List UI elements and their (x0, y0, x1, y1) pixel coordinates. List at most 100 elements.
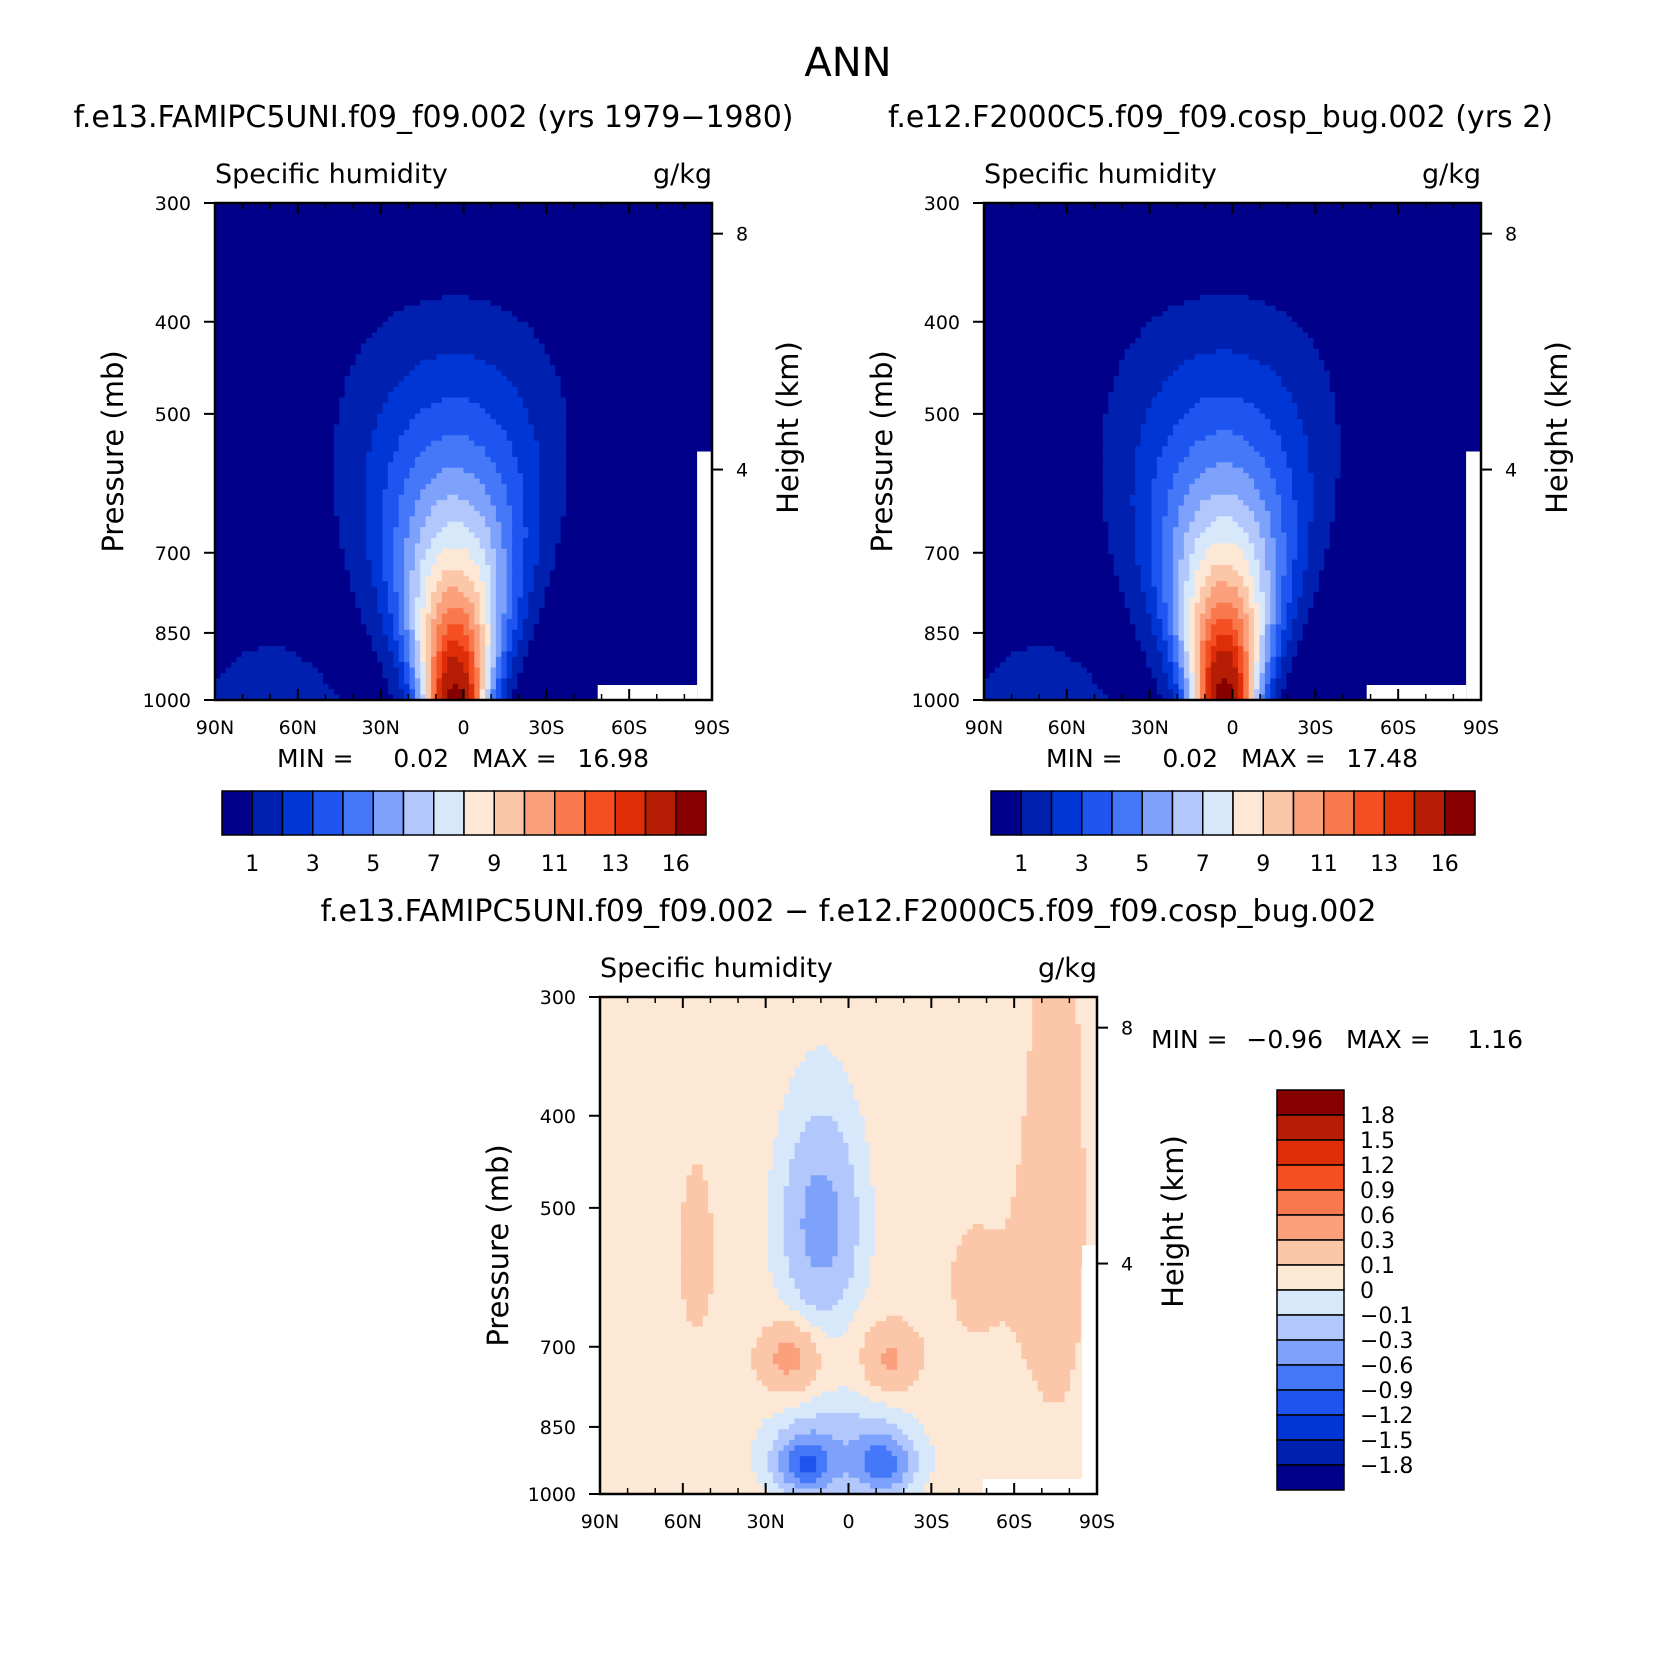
y-tick-label: 700 (540, 1337, 576, 1359)
min-max-readout: MIN = 0.02 MAX = 17.48 (1046, 744, 1418, 773)
colorbar-swatch (1173, 791, 1203, 835)
colorbar-swatch (1052, 791, 1082, 835)
colorbar-label: 0.1 (1360, 1254, 1395, 1279)
colorbar-label: 16 (662, 852, 690, 877)
colorbar-swatch (525, 791, 555, 835)
min-label: MIN = (1151, 1025, 1228, 1054)
panel-title: f.e13.FAMIPC5UNI.f09_f09.002 (yrs 1979−1… (73, 100, 793, 135)
colorbar-swatch (494, 791, 524, 835)
y-tick-label: 400 (155, 312, 191, 334)
x-tick-label: 30S (913, 1511, 949, 1533)
missing-data-region (1082, 1246, 1098, 1495)
y-axis-right: 84 Height (km) (1481, 224, 1574, 514)
colorbar-swatch (1112, 791, 1142, 835)
y-tick-label: 500 (924, 404, 960, 426)
colorbar-swatch (313, 791, 343, 835)
max-label: MAX = (1241, 744, 1326, 773)
colorbar-swatch (1277, 1240, 1344, 1265)
colorbar-label: 0.6 (1360, 1204, 1395, 1229)
colorbar-swatch (464, 791, 494, 835)
panel-title: f.e13.FAMIPC5UNI.f09_f09.002 − f.e12.F20… (321, 894, 1377, 929)
y-tick-label: 700 (155, 543, 191, 565)
min-value: 0.02 (1162, 744, 1218, 773)
y-right-tick-label: 8 (736, 224, 748, 246)
x-tick-label: 90S (694, 717, 730, 739)
y-tick-label: 850 (540, 1417, 576, 1439)
min-max-readout: MIN = 0.02 MAX = 16.98 (277, 744, 649, 773)
y-tick-label: 1000 (912, 690, 960, 712)
x-tick-label: 0 (842, 1511, 854, 1533)
x-tick-label: 60S (1380, 717, 1416, 739)
colorbar-label: 16 (1431, 852, 1459, 877)
y-right-tick-label: 4 (736, 460, 748, 482)
colorbar: 1 3 5 7 9 11 13 16 (991, 791, 1475, 877)
colorbar-swatch (1082, 791, 1112, 835)
y-tick-label: 400 (540, 1106, 576, 1128)
colorbar-swatch (1324, 791, 1354, 835)
colorbar-swatch (1277, 1340, 1344, 1365)
y-right-tick-label: 8 (1505, 224, 1517, 246)
colorbar-swatch (1233, 791, 1263, 835)
units-label: g/kg (653, 159, 712, 190)
max-value: 17.48 (1346, 744, 1418, 773)
colorbar-swatch (1203, 791, 1233, 835)
colorbar-swatch (676, 791, 706, 835)
missing-data-region (697, 452, 713, 701)
y-axis-title: Pressure (mb) (96, 350, 130, 552)
colorbar-label: 1 (245, 852, 259, 877)
colorbar-label: −0.3 (1360, 1329, 1413, 1354)
y-tick-label: 500 (540, 1198, 576, 1220)
missing-data-region (1466, 452, 1482, 701)
colorbar-swatch (555, 791, 585, 835)
min-label: MIN = (277, 744, 354, 773)
max-label: MAX = (472, 744, 557, 773)
colorbar-label: 0.9 (1360, 1179, 1395, 1204)
colorbar-label: −0.6 (1360, 1354, 1413, 1379)
colorbar-label: 3 (306, 852, 320, 877)
colorbar-swatch (1277, 1290, 1344, 1315)
colorbar-swatch (646, 791, 676, 835)
variable-name: Specific humidity (984, 159, 1217, 190)
colorbar-label: 1 (1014, 852, 1028, 877)
y-axis-title: Pressure (mb) (865, 350, 899, 552)
x-tick-label: 30N (361, 717, 399, 739)
colorbar-label: −1.2 (1360, 1404, 1413, 1429)
x-tick-label: 60N (1048, 717, 1086, 739)
x-tick-label: 30N (1130, 717, 1168, 739)
colorbar-swatch (222, 791, 252, 835)
colorbar-label: 9 (487, 852, 501, 877)
x-tick-label: 90S (1079, 1511, 1115, 1533)
colorbar-swatch (991, 791, 1021, 835)
y-axis-right: 84 Height (km) (1097, 1018, 1190, 1308)
colorbar-swatch (283, 791, 313, 835)
colorbar-label: −0.9 (1360, 1379, 1413, 1404)
panel-2: f.e12.F2000C5.f09_f09.cosp_bug.002 (yrs … (865, 100, 1574, 877)
x-tick-label: 0 (1226, 717, 1238, 739)
y-tick-label: 1000 (528, 1484, 576, 1506)
y-right-axis-title: Height (km) (1156, 1135, 1190, 1308)
units-label: g/kg (1038, 953, 1097, 984)
units-label: g/kg (1422, 159, 1481, 190)
x-tick-label: 60S (996, 1511, 1032, 1533)
colorbar-label: −1.5 (1360, 1429, 1413, 1454)
colorbar-swatch (1277, 1140, 1344, 1165)
colorbar-label: 5 (1135, 852, 1149, 877)
colorbar-swatch (1415, 791, 1445, 835)
colorbar-label: 0.3 (1360, 1229, 1395, 1254)
colorbar-swatch (1277, 1465, 1344, 1490)
missing-data-region (983, 1479, 1082, 1494)
colorbar-swatch (1277, 1165, 1344, 1190)
contour-field (215, 203, 713, 701)
colorbar-swatch (1294, 791, 1324, 835)
colorbar-swatch (1277, 1390, 1344, 1415)
min-value: 0.02 (393, 744, 449, 773)
colorbar-swatch (434, 791, 464, 835)
colorbar-label: 1.8 (1360, 1104, 1395, 1129)
y-tick-label: 300 (155, 193, 191, 215)
figure-title: ANN (804, 40, 891, 86)
x-tick-label: 30S (528, 717, 564, 739)
y-axis-right: 84 Height (km) (712, 224, 805, 514)
y-tick-label: 1000 (143, 690, 191, 712)
x-tick-label: 90N (965, 717, 1003, 739)
